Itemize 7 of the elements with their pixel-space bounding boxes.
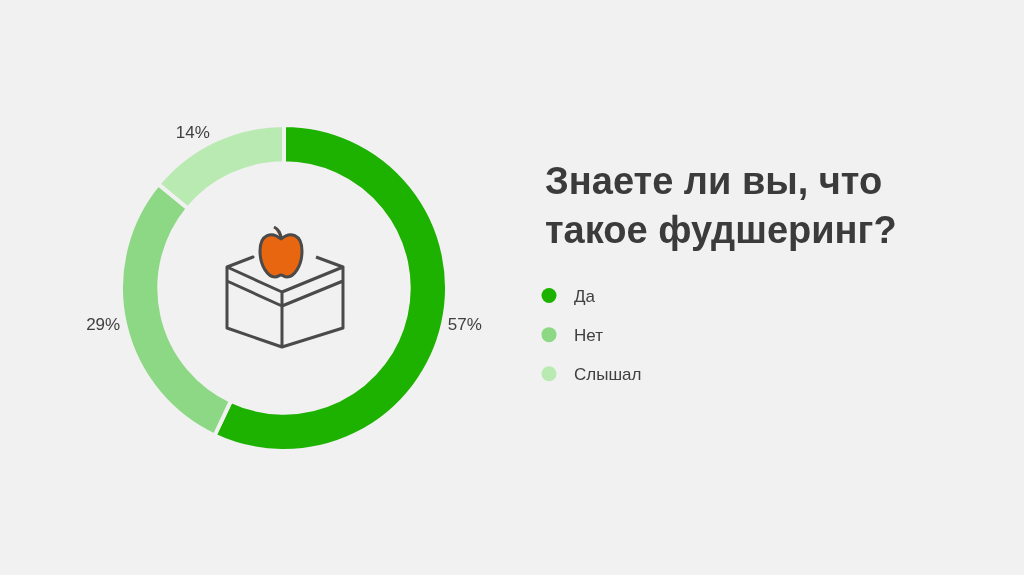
text: Знаете ли вы, что такое фудшеринг?: [545, 160, 897, 252]
data-label: 57%: [447, 314, 482, 334]
data-label: 14%: [175, 123, 210, 143]
data-label: 29%: [86, 314, 121, 334]
legend-label: Слышал: [574, 365, 642, 385]
legend-label: Нет: [574, 326, 604, 346]
legend-label: Да: [574, 287, 596, 307]
